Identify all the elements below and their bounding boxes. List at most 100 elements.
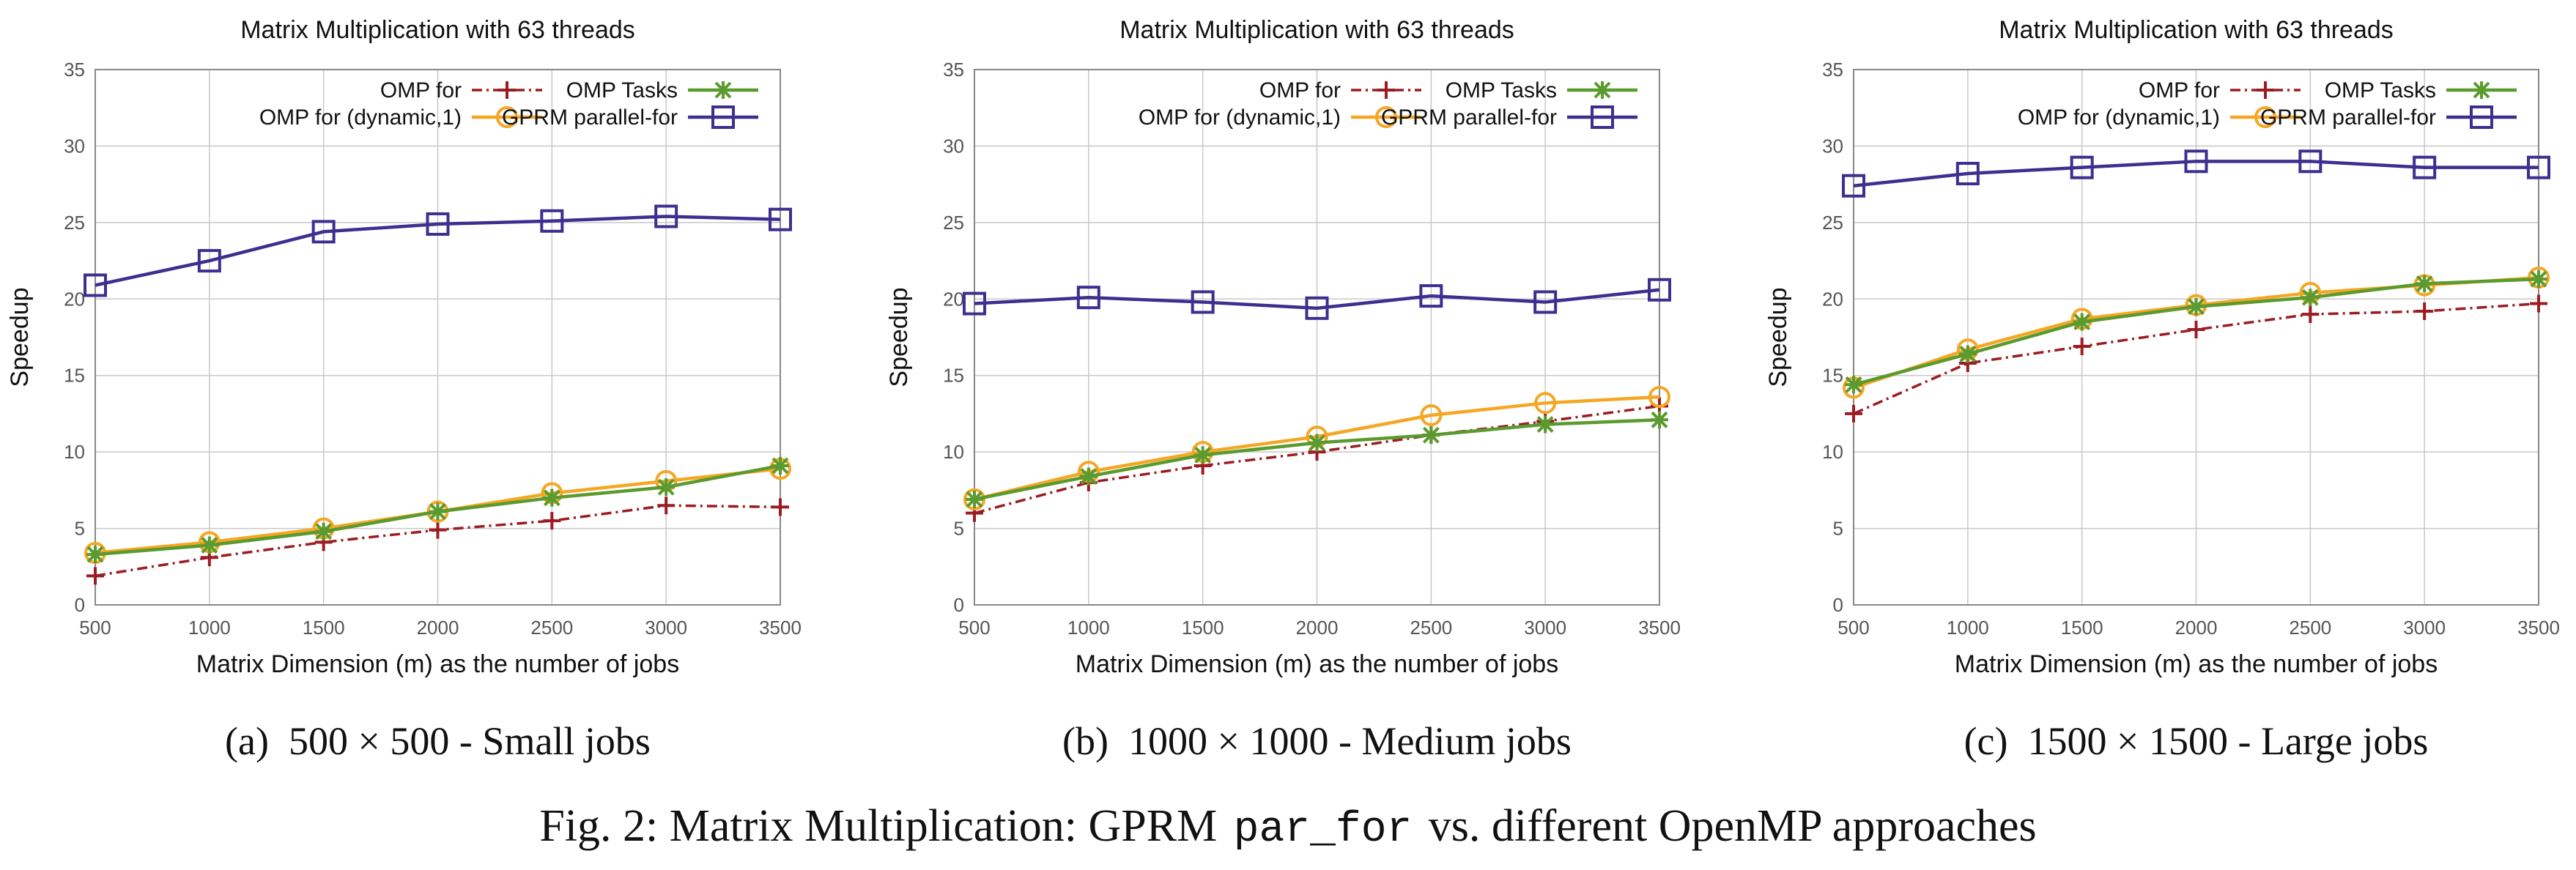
legend-label: GPRM parallel-for (502, 105, 678, 130)
chart-panel-2: Matrix Multiplication with 63 threads 0 5 1… (885, 16, 1681, 763)
x-tick-label: 3000 (645, 617, 687, 639)
x-tick-label: 2000 (417, 617, 459, 639)
data-point (771, 456, 789, 475)
legend-entry-omp-for: OMP for (2139, 78, 2301, 103)
legend-label: OMP for (dynamic,1) (1139, 105, 1341, 130)
data-point (1845, 376, 1862, 394)
data-point (2187, 321, 2205, 339)
figure-caption-prefix: Fig. 2: Matrix Multiplication: GPRM (539, 801, 1217, 851)
legend-label: OMP Tasks (566, 78, 678, 103)
y-axis-label: Speedup (885, 287, 913, 387)
data-point (654, 204, 678, 228)
y-tick-label: 15 (1822, 365, 1843, 387)
series-omp-for (1845, 294, 2547, 423)
series-line (974, 288, 1660, 311)
x-tick-label: 500 (958, 617, 990, 639)
x-tick-label: 3000 (1524, 617, 1566, 639)
y-tick-label: 20 (1822, 288, 1843, 310)
x-tick-label: 1000 (1947, 617, 1989, 639)
data-point (86, 546, 104, 564)
chart-panels: Matrix Multiplication with 63 threads 0 5 1… (6, 16, 2560, 763)
data-point (1648, 278, 1671, 302)
data-point (84, 273, 107, 297)
data-point (1533, 290, 1558, 314)
x-tick-label: 3500 (1638, 617, 1681, 639)
plot-frame (1853, 69, 2539, 606)
y-tick-label: 25 (943, 212, 964, 234)
y-tick-label: 30 (1822, 135, 1843, 157)
data-point (2301, 305, 2320, 324)
plot-frame (95, 69, 781, 606)
plot-frame (974, 69, 1660, 606)
x-axis-label: Matrix Dimension (m) as the number of jo… (1955, 650, 2438, 678)
data-point (1079, 467, 1098, 486)
y-tick-label: 30 (943, 135, 964, 157)
x-tick-label: 1500 (2061, 617, 2103, 639)
x-axis-label: Matrix Dimension (m) as the number of jo… (1076, 650, 1558, 678)
legend-marker (2473, 81, 2490, 99)
legend-entry-gprm: GPRM parallel-for (502, 105, 758, 130)
data-point (1648, 385, 1670, 408)
data-point (1422, 426, 1440, 445)
data-point (2184, 149, 2208, 174)
series-line (95, 215, 781, 287)
x-tick-label: 1000 (188, 617, 231, 639)
legend-entry-omp-tasks: OMP Tasks (2325, 78, 2517, 103)
y-tick-label: 35 (1822, 59, 1843, 81)
legend-entry-omp-tasks: OMP Tasks (566, 78, 758, 103)
data-point (1842, 174, 1865, 198)
y-tick-label: 10 (1822, 441, 1843, 463)
legend-marker (498, 81, 516, 99)
x-tick-label: 2500 (530, 617, 573, 639)
y-tick-label: 30 (64, 135, 85, 157)
y-tick-label: 20 (64, 288, 85, 310)
data-point (657, 478, 676, 497)
legend-marker (2257, 81, 2274, 99)
series-gprm (963, 278, 1671, 320)
x-tick-label: 2500 (2289, 617, 2331, 639)
legend-label: OMP for (380, 78, 462, 103)
data-point (1420, 404, 1443, 427)
data-point (966, 490, 983, 508)
y-tick-label: 15 (64, 365, 85, 387)
data-point (963, 291, 986, 316)
y-tick-label: 20 (943, 288, 964, 310)
y-tick-label: 35 (64, 59, 85, 81)
x-tick-label: 3500 (2517, 617, 2560, 639)
data-point (1534, 392, 1557, 414)
x-axis-label: Matrix Dimension (m) as the number of jo… (196, 650, 679, 678)
data-point (1191, 290, 1215, 314)
y-tick-label: 10 (64, 441, 85, 463)
data-point (771, 498, 789, 516)
y-tick-label: 15 (943, 365, 964, 387)
data-point (2298, 149, 2323, 174)
chart-title: Matrix Multiplication with 63 threads (1119, 16, 1514, 44)
chart-panel-1: Matrix Multiplication with 63 threads 0 5 1… (6, 16, 802, 763)
legend-label: OMP for (dynamic,1) (2018, 105, 2220, 130)
legend-entry-gprm: GPRM parallel-for (1381, 105, 1637, 130)
legend-marker (1591, 105, 1614, 129)
legend-marker (2254, 106, 2276, 128)
data-point (200, 536, 218, 554)
chart-title: Matrix Multiplication with 63 threads (240, 16, 635, 44)
data-point (429, 521, 447, 539)
figure-caption-suffix: vs. different OpenMP approaches (1429, 801, 2037, 851)
data-point (1958, 345, 1977, 363)
data-point (1308, 434, 1326, 452)
subfigure-caption: (c) 1500 × 1500 - Large jobs (1964, 719, 2429, 763)
figure-caption-code: par_for (1234, 806, 1413, 854)
series-omp-tasks (86, 456, 789, 564)
data-point (311, 220, 336, 244)
subfigure-caption: (a) 500 × 500 - Small jobs (225, 719, 651, 763)
x-tick-label: 3000 (2403, 617, 2446, 639)
data-point (2073, 338, 2091, 356)
data-point (1419, 284, 1443, 308)
y-axis-label: Speedup (1764, 287, 1792, 387)
legend-entry-gprm: GPRM parallel-for (2260, 105, 2517, 130)
x-tick-label: 1500 (303, 617, 345, 639)
y-tick-label: 0 (1833, 594, 1843, 616)
series-omp-tasks (1845, 270, 2547, 394)
series-omp-tasks (966, 411, 1668, 508)
